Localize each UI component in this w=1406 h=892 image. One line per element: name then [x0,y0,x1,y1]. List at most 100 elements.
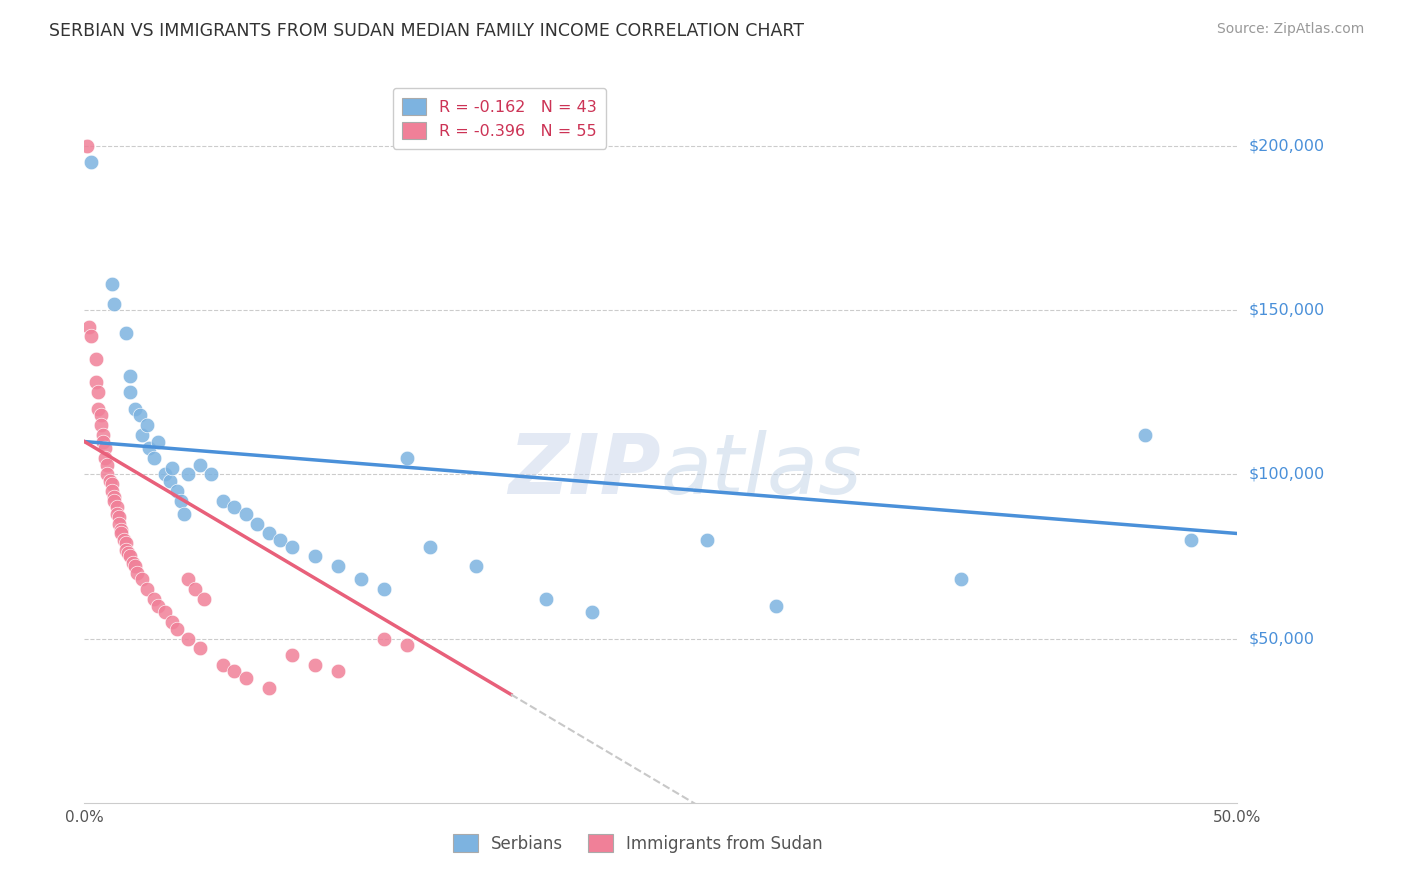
Point [101,477,124,491]
Point [89,418,111,433]
Text: ZIP: ZIP [508,430,661,511]
Point [110,523,132,537]
Point [146,434,169,449]
Point [89,409,111,423]
Point [80,155,103,169]
Text: $50,000: $50,000 [1249,632,1315,646]
Point [103,296,125,310]
Point [166,483,188,498]
Point [112,533,135,547]
Point [1133,428,1156,442]
Point [120,549,142,564]
Point [193,592,215,607]
Point [80,329,103,343]
Point [211,657,233,672]
Point [91,434,114,449]
Point [153,467,176,482]
Point [373,632,395,646]
Point [350,573,373,587]
Point [142,450,165,465]
Point [170,493,193,508]
Point [131,428,153,442]
Text: $100,000: $100,000 [1249,467,1324,482]
Point [419,540,441,554]
Point [124,401,146,416]
Point [235,507,257,521]
Point [91,428,114,442]
Point [103,491,125,505]
Point [160,615,183,630]
Point [117,546,139,560]
Text: $200,000: $200,000 [1249,138,1324,153]
Point [396,638,419,652]
Text: SERBIAN VS IMMIGRANTS FROM SUDAN MEDIAN FAMILY INCOME CORRELATION CHART: SERBIAN VS IMMIGRANTS FROM SUDAN MEDIAN … [49,22,804,40]
Point [135,418,157,433]
Point [396,450,419,465]
Point [110,526,132,541]
Point [257,681,280,695]
Point [188,641,211,656]
Point [101,483,124,498]
Point [373,582,395,597]
Point [200,467,222,482]
Point [177,573,200,587]
Point [87,385,110,400]
Point [160,460,183,475]
Point [105,507,128,521]
Legend: Serbians, Immigrants from Sudan: Serbians, Immigrants from Sudan [446,828,830,860]
Point [115,536,138,550]
Point [153,605,176,619]
Point [304,657,326,672]
Point [98,474,121,488]
Point [1180,533,1202,547]
Point [121,556,143,570]
Point [94,450,117,465]
Point [96,467,118,482]
Point [281,648,304,662]
Point [534,592,557,607]
Point [326,559,349,574]
Point [177,467,200,482]
Point [115,326,138,341]
Point [765,599,787,613]
Point [84,376,107,390]
Point [159,474,181,488]
Point [120,368,142,383]
Point [142,592,165,607]
Point [115,542,138,557]
Point [326,665,349,679]
Point [281,540,304,554]
Point [949,573,972,587]
Text: atlas: atlas [661,430,862,511]
Point [103,493,125,508]
Point [77,319,100,334]
Point [135,582,157,597]
Point [105,500,128,515]
Point [96,458,118,472]
Point [177,632,200,646]
Point [76,139,98,153]
Point [101,277,124,291]
Point [94,441,117,455]
Point [269,533,291,547]
Text: $150,000: $150,000 [1249,302,1324,318]
Point [124,559,146,574]
Point [131,573,153,587]
Point [184,582,207,597]
Point [84,352,107,367]
Point [128,409,150,423]
Point [465,559,488,574]
Point [211,493,233,508]
Text: Source: ZipAtlas.com: Source: ZipAtlas.com [1216,22,1364,37]
Point [246,516,269,531]
Point [581,605,603,619]
Point [120,385,142,400]
Point [173,507,195,521]
Point [166,622,188,636]
Point [108,510,131,524]
Point [224,500,246,515]
Point [127,566,149,580]
Point [696,533,718,547]
Point [108,516,131,531]
Point [304,549,326,564]
